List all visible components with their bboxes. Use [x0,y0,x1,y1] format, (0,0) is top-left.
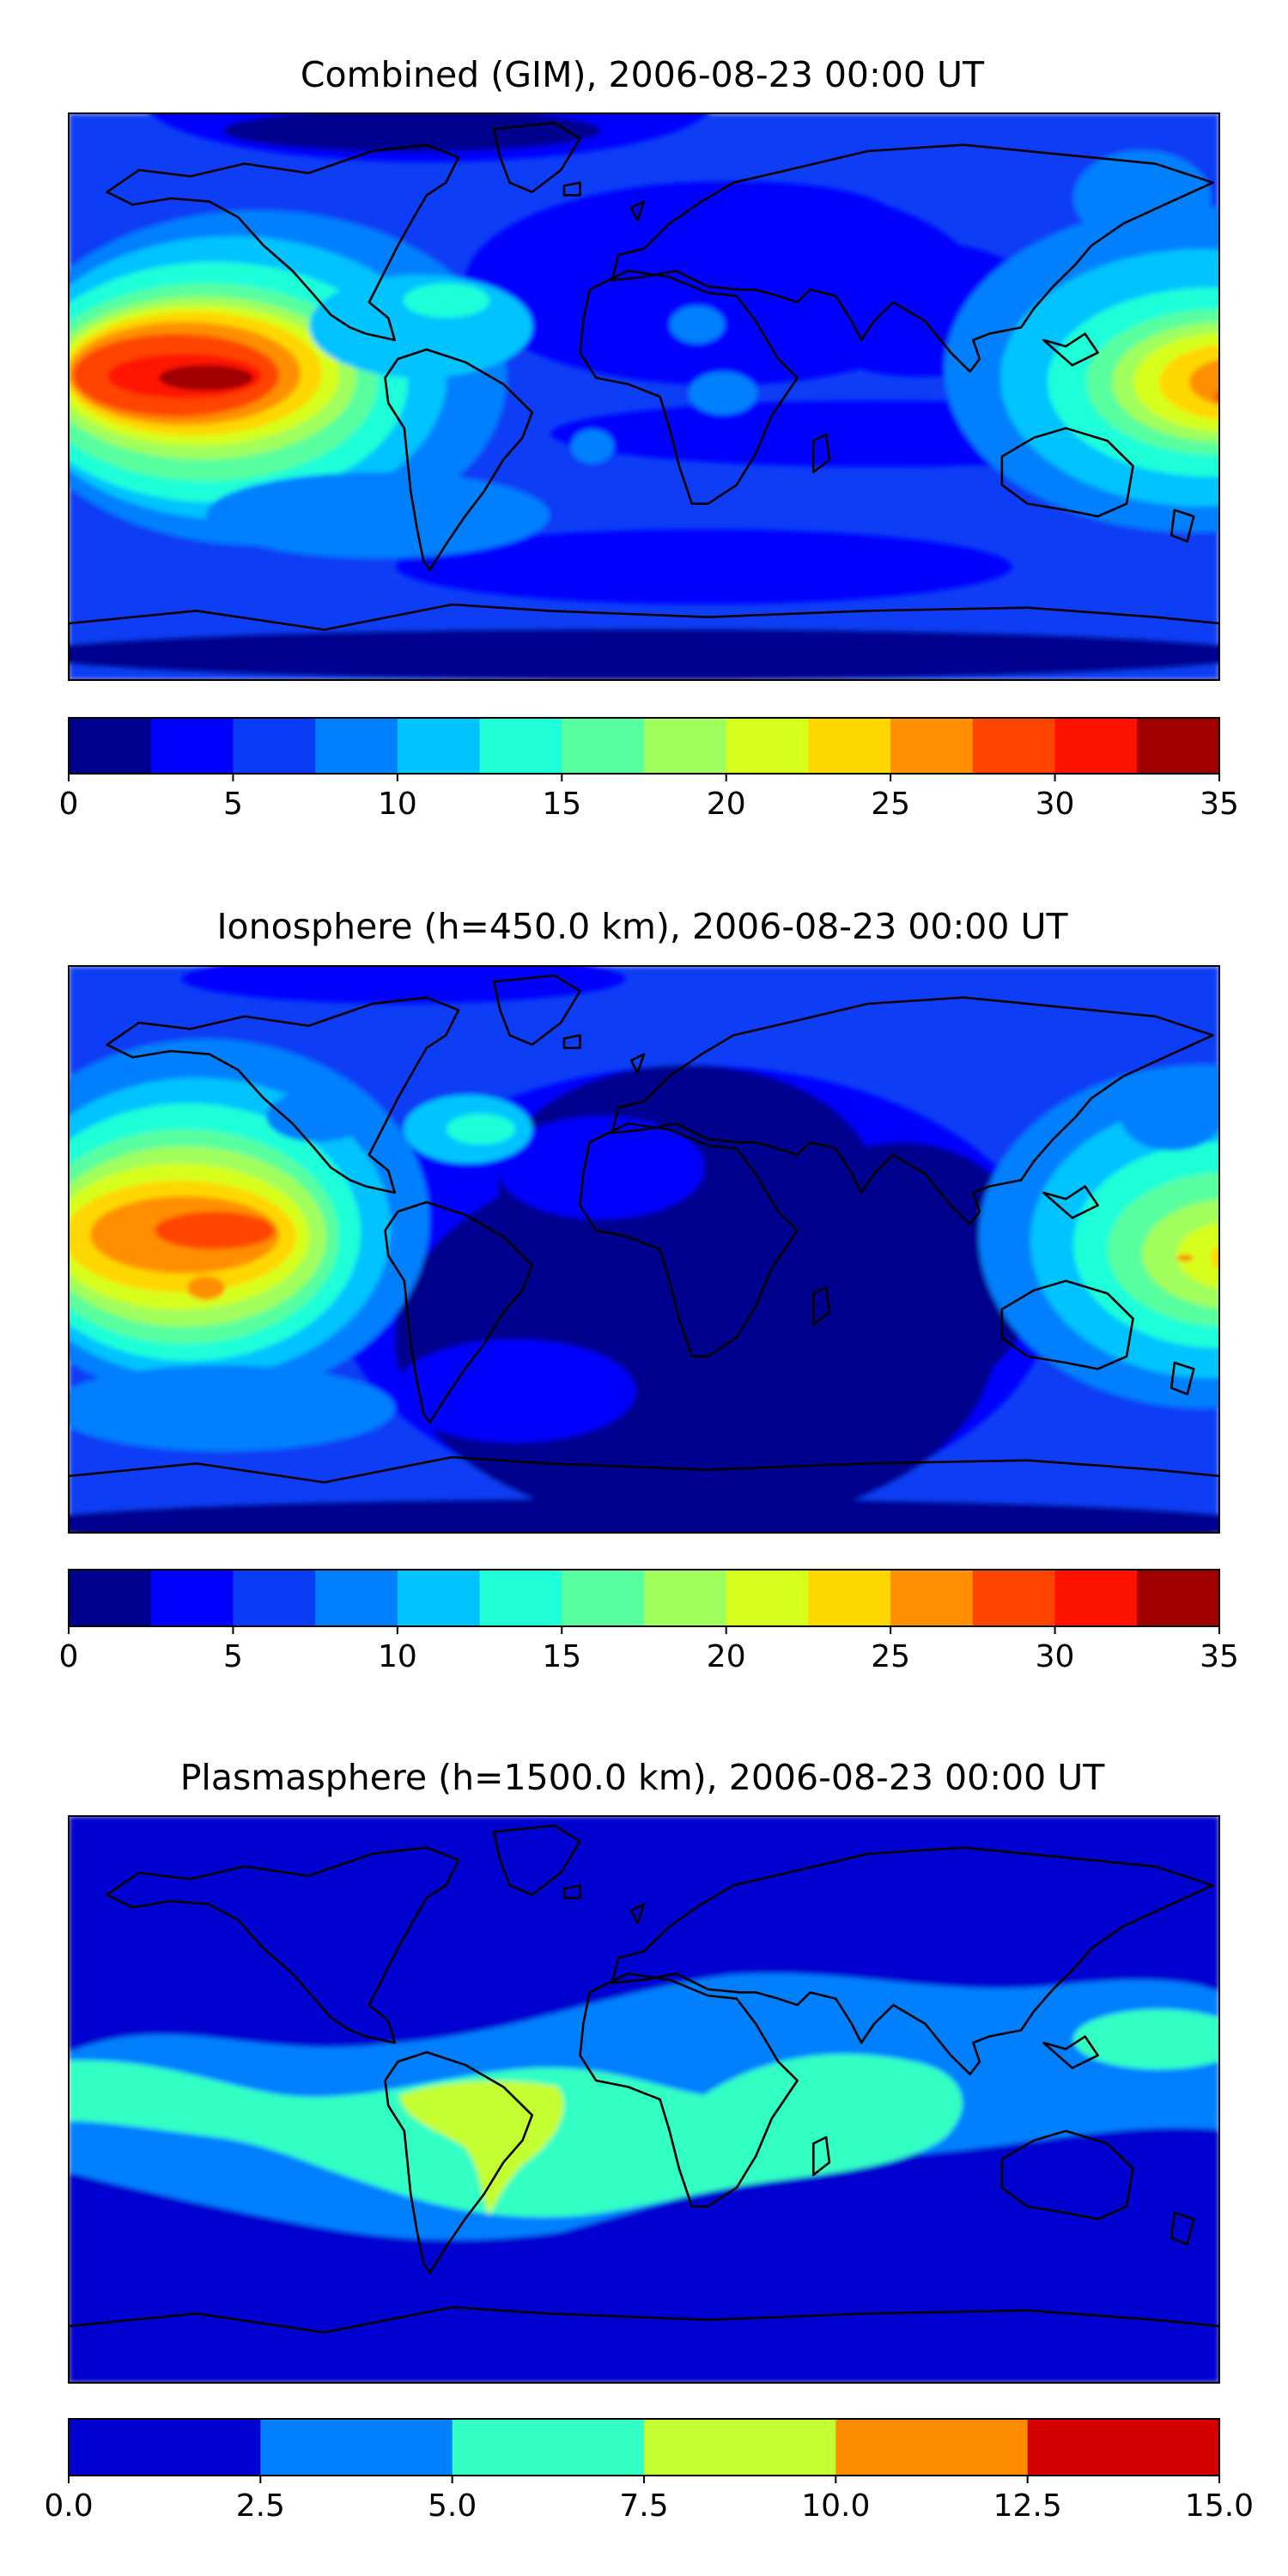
colorbar-swatch [150,718,234,774]
colorbar-tick-label: 10 [378,787,417,822]
map-field [69,113,1219,680]
colorbar-swatch [479,718,562,774]
colorbar-swatch [562,1570,645,1626]
colorbar-swatch [972,718,1056,774]
map-field [69,1816,1219,2383]
colorbar-swatch [726,1570,809,1626]
colorbar-swatch [260,2419,453,2476]
colorbar-swatch [890,1570,974,1626]
colorbar-swatch [1027,2419,1220,2476]
colorbar: 0 5 10 15 20 25 30 35 [59,1569,1239,1674]
colorbar-swatch [644,2419,836,2476]
colorbar-tick-label: 5.0 [428,2488,477,2524]
colorbar-tick-label: 20 [707,787,746,822]
colorbar-tick-label: 15 [542,787,581,822]
colorbar-swatch [808,1570,891,1626]
colorbar-tick-label: 10.0 [801,2488,870,2524]
colorbar-tick-label: 15.0 [1185,2488,1254,2524]
colorbar-tick-label: 15 [542,1639,581,1674]
colorbar-swatch [69,718,152,774]
colorbar-tick-label: 2.5 [236,2488,285,2524]
map-frame [68,1815,1220,2384]
colorbar-swatch [1054,718,1138,774]
map-field [69,966,1219,1533]
panel-plasmasphere: Plasmasphere (h=1500.0 km), 2006-08-23 0… [44,1757,1254,2524]
panel-combined: Combined (GIM), 2006-08-23 00:00 UT [59,54,1239,822]
colorbar-swatch [972,1570,1056,1626]
colorbar: 0 5 10 15 20 25 30 35 [59,717,1239,822]
colorbar-tick-label: 35 [1200,1639,1239,1674]
colorbar-tick-label: 0 [59,1639,79,1674]
colorbar-tick-label: 30 [1036,1639,1075,1674]
panel-title: Plasmasphere (h=1500.0 km), 2006-08-23 0… [180,1757,1106,1798]
colorbar-tick-label: 10 [378,1639,417,1674]
colorbar-swatch [644,1570,727,1626]
colorbar-tick-label: 35 [1200,787,1239,822]
colorbar-swatch [1137,718,1220,774]
colorbar-swatch [69,1570,152,1626]
panel-ionosphere: Ionosphere (h=450.0 km), 2006-08-23 00:0… [59,906,1239,1674]
colorbar-tick-label: 0.0 [44,2488,93,2524]
colorbar-swatch [315,718,398,774]
colorbar-swatch [1137,1570,1220,1626]
colorbar-swatch [315,1570,398,1626]
colorbar-swatch [890,718,974,774]
colorbar-tick-label: 5 [223,1639,243,1674]
map-frame [68,112,1220,681]
colorbar-swatch [726,718,809,774]
map-frame [68,965,1220,1534]
colorbar-tick-label: 0 [59,787,79,822]
colorbar-tick-label: 30 [1036,787,1075,822]
colorbar-swatch [835,2419,1029,2476]
colorbar-swatch [562,718,645,774]
panel-title: Ionosphere (h=450.0 km), 2006-08-23 00:0… [216,906,1068,947]
colorbar-swatch [397,1570,481,1626]
colorbar: 0.0 2.5 5.0 7.5 10.0 12.5 15.0 [44,2418,1254,2524]
colorbar-swatch [233,718,316,774]
colorbar-swatch [644,718,727,774]
colorbar-swatch [150,1570,234,1626]
colorbar-tick-label: 25 [871,787,910,822]
colorbar-swatch [452,2419,645,2476]
colorbar-tick-label: 12.5 [993,2488,1062,2524]
colorbar-swatch [397,718,481,774]
colorbar-tick-label: 7.5 [619,2488,668,2524]
panel-title: Combined (GIM), 2006-08-23 00:00 UT [301,54,985,95]
colorbar-swatch [69,2419,261,2476]
colorbar-swatch [479,1570,562,1626]
colorbar-swatch [808,718,891,774]
colorbar-swatch [1054,1570,1138,1626]
colorbar-tick-label: 25 [871,1639,910,1674]
colorbar-tick-label: 5 [223,787,243,822]
colorbar-tick-label: 20 [707,1639,746,1674]
colorbar-swatch [233,1570,316,1626]
